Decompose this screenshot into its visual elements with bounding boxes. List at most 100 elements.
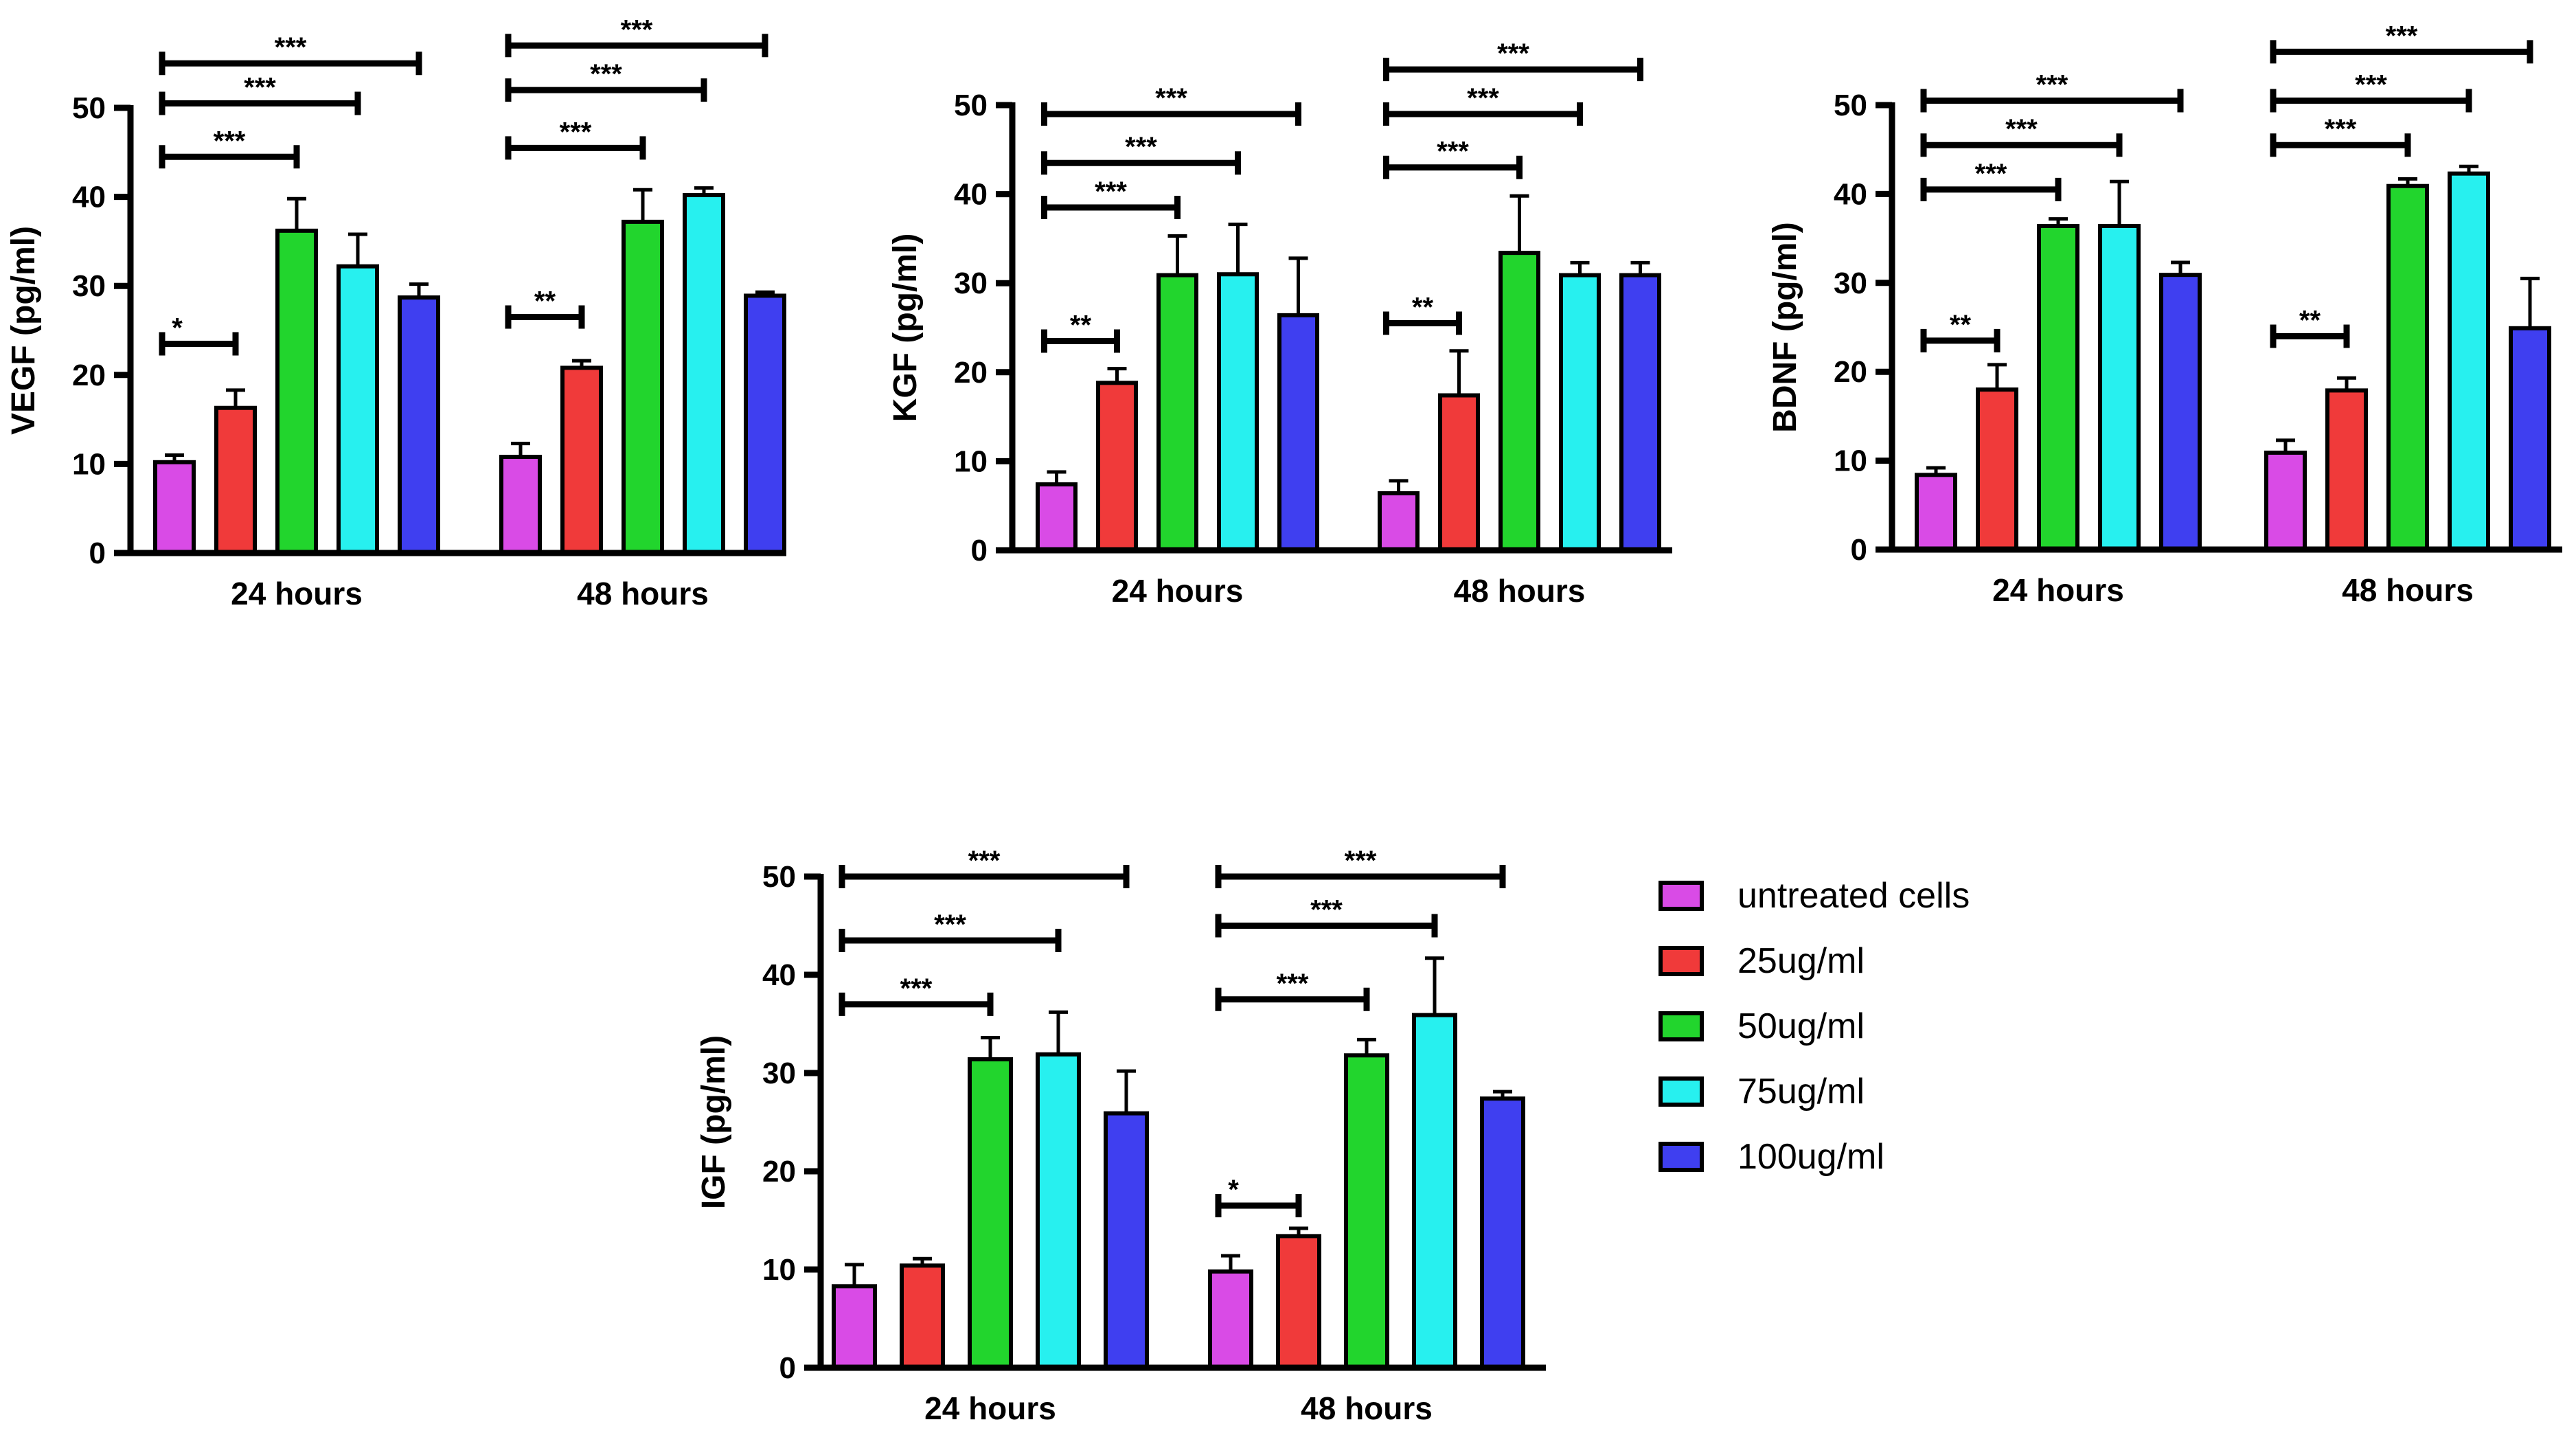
significance-label: *: [1228, 1175, 1239, 1205]
bar: [1208, 1269, 1253, 1370]
significance-label: ***: [1467, 83, 1499, 113]
significance-label: ***: [214, 126, 246, 156]
legend-label: untreated cells: [1737, 876, 1970, 916]
y-tick-label: 10: [762, 1253, 796, 1287]
bar: [1096, 381, 1138, 552]
bar: [968, 1057, 1013, 1370]
bar: [2037, 223, 2079, 552]
legend-swatch: [1659, 1076, 1704, 1107]
significance-label: ***: [900, 973, 933, 1004]
y-axis-label: VEGF (pg/ml): [5, 226, 42, 435]
y-tick-label: 0: [1851, 533, 1867, 567]
significance-label: ***: [1310, 895, 1343, 925]
y-tick-label: 20: [954, 356, 988, 390]
y-tick-label: 30: [954, 267, 988, 300]
y-tick-label: 20: [72, 359, 106, 392]
y-tick-label: 40: [954, 178, 988, 212]
bar: [2159, 273, 2202, 552]
y-tick-label: 30: [1834, 267, 1867, 300]
y-tick-label: 30: [72, 269, 106, 303]
bar: [1036, 482, 1078, 553]
bar: [2098, 223, 2141, 552]
y-tick-label: 50: [762, 860, 796, 894]
bar: [1217, 272, 1259, 552]
bar: [1156, 273, 1198, 552]
significance-label: ***: [275, 32, 307, 63]
category-label: 24 hours: [1992, 572, 2124, 608]
legend-label: 100ug/ml: [1737, 1137, 1884, 1177]
y-tick-label: 30: [762, 1057, 796, 1090]
bar: [2325, 388, 2368, 552]
legend-swatch: [1659, 881, 1704, 911]
y-tick-label: 10: [954, 444, 988, 478]
category-label: 24 hours: [1112, 573, 1244, 609]
significance-label: ***: [1095, 177, 1127, 207]
significance-label: ***: [2386, 21, 2418, 51]
significance-label: **: [2299, 305, 2321, 335]
bar: [560, 365, 603, 555]
significance-label: ***: [244, 73, 276, 103]
y-axis-label: IGF (pg/ml): [696, 1035, 732, 1209]
significance-label: **: [534, 286, 556, 317]
category-label: 48 hours: [577, 576, 709, 611]
bar: [2264, 450, 2307, 552]
significance-label: **: [1950, 310, 1972, 340]
bar: [337, 264, 379, 555]
y-tick-label: 10: [1834, 444, 1867, 478]
bar: [1619, 273, 1661, 552]
bar: [622, 219, 664, 555]
bar: [1344, 1053, 1389, 1370]
significance-label: *: [172, 313, 183, 343]
bar: [900, 1263, 945, 1370]
bar: [1104, 1111, 1149, 1370]
y-tick-label: 20: [762, 1155, 796, 1188]
bar: [214, 405, 257, 556]
significance-label: ***: [1125, 132, 1157, 162]
legend-swatch: [1659, 946, 1704, 976]
significance-label: **: [1070, 310, 1092, 340]
significance-label: ***: [934, 910, 966, 940]
legend-swatch: [1659, 1142, 1704, 1172]
y-tick-label: 10: [72, 447, 106, 481]
legend: untreated cells 25ug/ml 50ug/ml 75ug/ml 100u…: [1659, 876, 1970, 1177]
significance-label: ***: [2325, 114, 2357, 144]
category-label: 24 hours: [924, 1390, 1056, 1426]
bar: [2448, 171, 2490, 552]
chart-igf: 24 hours 48 hours*******************01020…: [696, 846, 1546, 1426]
bar: [2386, 183, 2429, 552]
significance-label: ***: [968, 846, 1001, 876]
bar: [1915, 473, 1957, 552]
y-tick-label: 0: [89, 537, 106, 570]
bar: [1378, 491, 1420, 553]
bar: [1276, 1234, 1321, 1370]
bar: [1438, 393, 1480, 552]
category-label: 48 hours: [2342, 572, 2474, 608]
bar: [398, 295, 440, 555]
y-tick-label: 40: [762, 958, 796, 992]
y-tick-label: 50: [72, 91, 106, 125]
category-label: 48 hours: [1301, 1390, 1433, 1426]
significance-label: ***: [560, 117, 592, 147]
legend-label: 50ug/ml: [1737, 1006, 1865, 1046]
bar: [275, 228, 318, 555]
significance-label: ***: [621, 14, 653, 45]
significance-label: ***: [1277, 969, 1309, 999]
bar: [1480, 1096, 1525, 1370]
legend-label: 25ug/ml: [1737, 941, 1865, 981]
significance-label: ***: [590, 59, 622, 89]
bar: [2509, 326, 2551, 552]
y-tick-label: 50: [1834, 89, 1867, 122]
significance-label: ***: [2355, 70, 2387, 100]
significance-label: ***: [1345, 846, 1377, 876]
significance-label: ***: [1437, 137, 1469, 167]
significance-label: ***: [2005, 114, 2038, 144]
y-tick-label: 40: [72, 181, 106, 214]
y-tick-label: 50: [954, 89, 988, 122]
significance-label: ***: [1497, 38, 1529, 69]
y-tick-label: 40: [1834, 177, 1867, 211]
y-tick-label: 0: [971, 534, 988, 567]
bar: [1559, 273, 1601, 552]
significance-label: **: [1412, 293, 1434, 323]
legend-swatch: [1659, 1011, 1704, 1041]
